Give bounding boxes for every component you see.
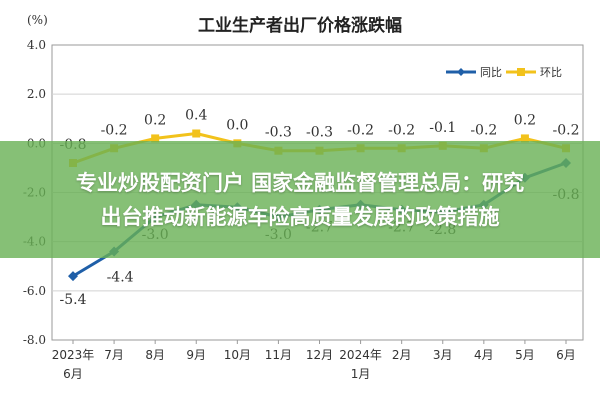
legend-label-yoy: 同比 [480,66,502,79]
x-tick-label: 3月 [433,348,453,362]
data-point [151,134,160,143]
data-label: 0.2 [514,112,536,128]
data-label: -0.3 [265,125,292,141]
x-tick-label: 1月 [351,367,371,381]
chart-title: 工业生产者出厂价格涨跌幅 [198,15,402,36]
x-tick-label: 4月 [474,348,494,362]
y-tick-label: -8.0 [23,333,46,347]
data-label: 0.4 [185,108,207,124]
data-label: -4.4 [107,270,134,286]
x-tick-label: 7月 [104,348,124,362]
headline-banner: 专业炒股配资门户 国家金融监督管理总局：研究 出台推动新能源车险高质量发展的政策… [0,141,600,258]
data-label: 0.0 [226,117,248,133]
data-label: -0.2 [101,122,128,138]
x-tick-label: 11月 [265,348,292,362]
data-point [68,271,78,282]
x-tick-label: 10月 [224,348,251,362]
x-tick-label: 6月 [63,367,83,381]
x-tick-label: 2024年 [339,348,382,362]
x-tick-label: 6月 [556,348,576,362]
data-label: -0.2 [347,122,374,138]
y-tick-label: -6.0 [23,284,46,298]
data-label: -0.2 [388,122,415,138]
headline-line-1: 专业炒股配资门户 国家金融监督管理总局：研究 [75,170,525,195]
data-point [520,134,529,143]
legend-label-mom: 环比 [540,66,562,79]
y-tick-label: 2.0 [27,87,46,101]
headline-line-2: 出台推动新能源车险高质量发展的政策措施 [100,204,500,229]
x-tick-label: 2月 [392,348,412,362]
y-tick-label: 4.0 [27,38,46,52]
x-tick-label: 5月 [515,348,535,362]
legend: 同比 环比 [446,66,562,79]
x-tick-label: 8月 [145,348,165,362]
data-label: 0.2 [144,112,166,128]
data-label: -0.3 [306,125,333,141]
data-label: -0.2 [470,122,497,138]
y-axis-unit: (%) [27,13,48,27]
data-label: -5.4 [60,292,87,308]
x-tick-label: 12月 [306,348,333,362]
data-point [192,129,201,138]
x-tick-label: 9月 [186,348,206,362]
data-label: -0.1 [429,120,456,136]
legend-marker-mom [517,68,525,76]
legend-marker-yoy [457,68,465,76]
x-tick-label: 2023年 [52,348,95,362]
data-label: -0.2 [553,122,580,138]
